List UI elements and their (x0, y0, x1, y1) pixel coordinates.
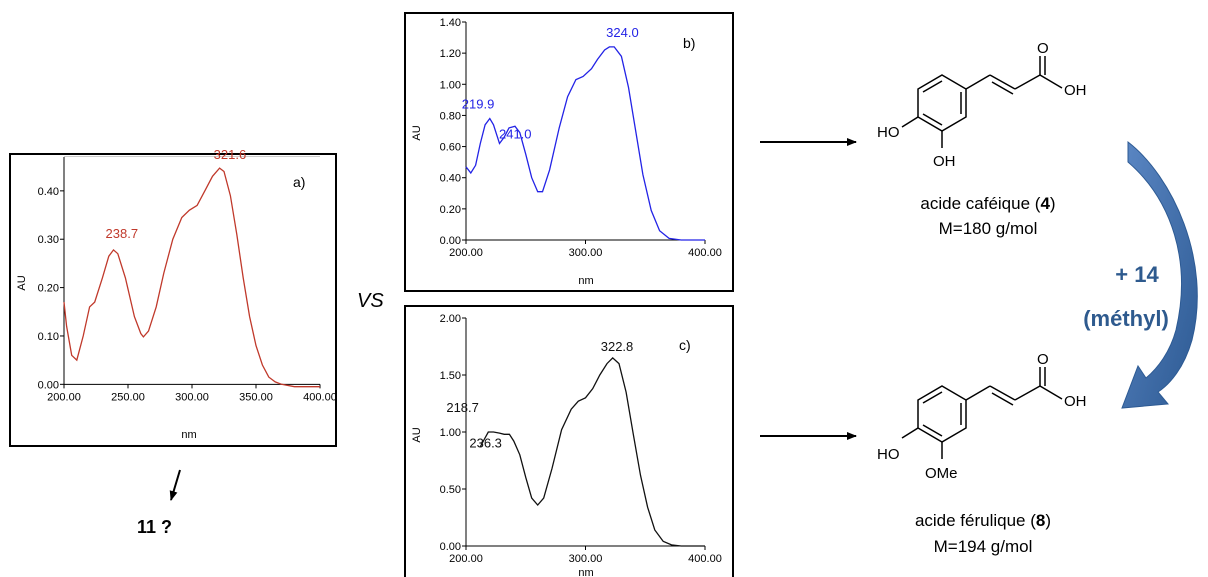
caffeic-name: acide caféique (4) (920, 194, 1055, 213)
ferulic-ome: OMe (925, 465, 958, 482)
chart-c-x-tick-label: 300.00 (569, 553, 603, 565)
ferulic-acid-structure (901, 367, 1063, 459)
methyl-curved-arrow (1121, 140, 1198, 409)
down-arrow (169, 469, 181, 501)
ferulic-mass: M=194 g/mol (934, 537, 1033, 556)
chart-c-panel-label: c) (679, 337, 691, 353)
chart-a-y-tick-label: 0.30 (38, 234, 59, 246)
caffeic-oh-ring: OH (933, 153, 956, 170)
ferulic-acid-oh: OH (1064, 393, 1087, 410)
chart-b-y-tick-label: 0.20 (440, 204, 461, 216)
chart-c-y-tick-label: 1.00 (440, 427, 461, 439)
chart-a-y-axis-label: AU (16, 275, 28, 290)
chart-c: 0.00 0.50 1.00 1.50 2.00 200.00 300.00 400.00 21… (404, 305, 734, 577)
chart-c-x-tick-label: 200.00 (449, 553, 483, 565)
chart-a-x-axis-label: nm (181, 429, 196, 441)
ferulic-ho: HO (877, 446, 900, 463)
chart-b-spectrum-line (465, 46, 705, 241)
chart-a-y-tick-label: 0.00 (38, 379, 59, 391)
chart-c-peak-label: 218.7 (446, 400, 479, 415)
chart-b-x-axis-label: nm (578, 275, 593, 287)
caffeic-acid-structure (901, 56, 1063, 148)
chart-b-y-tick-label: 0.80 (440, 110, 461, 122)
chart-b-y-tick-label: 1.40 (440, 17, 461, 29)
chart-a-x-tick-label: 200.00 (47, 391, 81, 403)
chart-a-y-tick-label: 0.10 (38, 331, 59, 343)
chart-c-peak-label: 322.8 (601, 339, 634, 354)
chart-c-y-tick-label: 0.00 (440, 541, 461, 553)
chart-a-x-tick-label: 400.00 (303, 391, 337, 403)
chart-b: 0.00 0.20 0.40 0.60 0.80 1.00 1.20 1.40 200.00 30… (404, 12, 734, 292)
chart-a-peak-label: 238.7 (106, 226, 139, 241)
chart-b-x-tick-label: 400.00 (688, 247, 722, 259)
chart-c-spectrum-line (479, 357, 705, 547)
chart-a-spectrum-line (63, 167, 320, 388)
chart-b-peak-label: 241.0 (499, 126, 532, 141)
chart-a-x-tick-label: 300.00 (175, 391, 209, 403)
chart-a-x-tick-label: 250.00 (111, 391, 145, 403)
chart-b-y-tick-label: 0.60 (440, 142, 461, 154)
chart-a-y-tick-label: 0.40 (38, 186, 59, 198)
vs-label: VS (357, 290, 384, 312)
chart-c-frame (404, 305, 734, 577)
chart-c-y-tick-label: 0.50 (440, 484, 461, 496)
chart-b-frame (404, 12, 734, 292)
chart-b-panel-label: b) (683, 35, 695, 51)
chart-a-panel-label: a) (293, 174, 305, 190)
chart-c-y-tick-label: 2.00 (440, 313, 461, 325)
chart-b-x-tick-label: 300.00 (569, 247, 603, 259)
chart-c-x-axis-label: nm (578, 567, 593, 577)
caffeic-mass: M=180 g/mol (939, 219, 1038, 238)
ferulic-carbonyl-o: O (1037, 351, 1049, 368)
chart-b-y-tick-label: 0.40 (440, 173, 461, 185)
chart-b-y-tick-label: 0.00 (440, 235, 461, 247)
caffeic-carbonyl-o: O (1037, 40, 1049, 57)
methyl-increment: + 14 (1115, 262, 1159, 287)
chart-b-y-tick-label: 1.00 (440, 79, 461, 91)
chart-a-peak-label: 321.6 (214, 147, 247, 162)
ferulic-name: acide férulique (8) (915, 511, 1051, 530)
methyl-label: (méthyl) (1083, 306, 1169, 331)
caffeic-ho: HO (877, 124, 900, 141)
chart-b-y-axis-label: AU (411, 125, 423, 140)
chart-c-y-axis-label: AU (411, 427, 423, 442)
caffeic-acid-oh: OH (1064, 82, 1087, 99)
chart-b-x-tick-label: 200.00 (449, 247, 483, 259)
chart-c-x-tick-label: 400.00 (688, 553, 722, 565)
chart-c-y-tick-label: 1.50 (440, 370, 461, 382)
chart-a-x-tick-label: 350.00 (239, 391, 273, 403)
chart-b-peak-label: 324.0 (606, 25, 639, 40)
chart-a: 0.00 0.10 0.20 0.30 0.40 200.00 250.00 300.00 35… (9, 147, 337, 447)
chart-b-y-tick-label: 1.20 (440, 48, 461, 60)
unknown-compound-label: 11 ? (137, 517, 172, 537)
chart-a-y-tick-label: 0.20 (38, 283, 59, 295)
chart-c-peak-label: 236.3 (469, 435, 502, 450)
chart-b-peak-label: 219.9 (462, 97, 495, 112)
